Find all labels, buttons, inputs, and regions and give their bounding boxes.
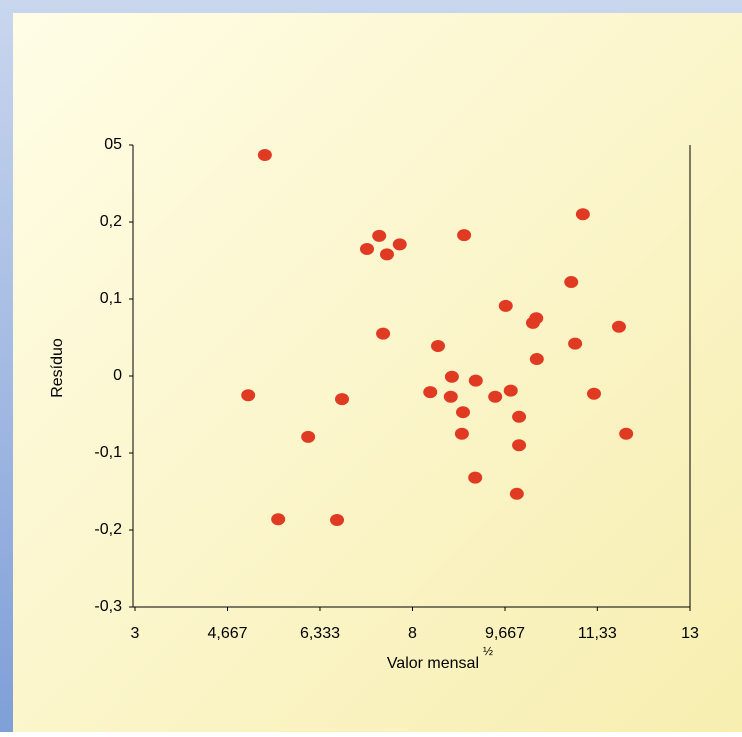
point — [512, 439, 527, 452]
point — [456, 406, 471, 419]
point — [503, 384, 518, 397]
y-tick-label: -0,3 — [94, 598, 122, 615]
y-tick-label: -0,1 — [94, 444, 122, 461]
point — [498, 299, 513, 312]
point — [568, 337, 583, 350]
y-axis-label: Resíduo — [49, 338, 66, 398]
x-tick-label: 3 — [131, 625, 140, 642]
x-tick-label: 9,667 — [485, 625, 525, 642]
point — [271, 513, 286, 526]
y-tick-label: 05 — [104, 136, 122, 153]
point — [529, 312, 544, 325]
x-tick-label: 4,667 — [207, 625, 247, 642]
point — [301, 430, 316, 443]
point — [241, 389, 256, 402]
point — [468, 471, 483, 484]
x-axis-label-exponent: ½ — [483, 644, 493, 658]
point — [488, 390, 503, 403]
point — [392, 238, 407, 251]
point — [443, 390, 458, 403]
point — [454, 427, 469, 440]
panel — [13, 13, 742, 732]
point — [457, 229, 472, 242]
x-axis-label: Valor mensal — [387, 655, 479, 672]
y-tick-label: 0 — [113, 367, 122, 384]
point — [512, 410, 527, 423]
point — [372, 229, 387, 242]
y-tick-label: -0,2 — [94, 521, 122, 538]
point — [376, 327, 391, 340]
point — [330, 513, 345, 526]
point — [431, 339, 446, 352]
point — [575, 208, 590, 221]
point — [379, 248, 394, 261]
point — [335, 393, 350, 406]
x-tick-label: 6,333 — [300, 625, 340, 642]
point — [509, 487, 524, 500]
point — [359, 242, 374, 255]
point — [423, 386, 438, 399]
point — [564, 276, 579, 289]
point — [468, 374, 483, 387]
point — [619, 427, 634, 440]
x-tick-label: 11,33 — [578, 625, 617, 642]
point — [444, 370, 459, 383]
x-tick-label: 8 — [408, 625, 417, 642]
y-tick-label: 0,2 — [100, 213, 122, 230]
point — [529, 353, 544, 366]
point — [257, 149, 272, 162]
y-tick-label: 0,1 — [100, 290, 122, 307]
x-tick-label: 13 — [681, 625, 699, 642]
point — [586, 387, 601, 400]
point — [611, 320, 626, 333]
